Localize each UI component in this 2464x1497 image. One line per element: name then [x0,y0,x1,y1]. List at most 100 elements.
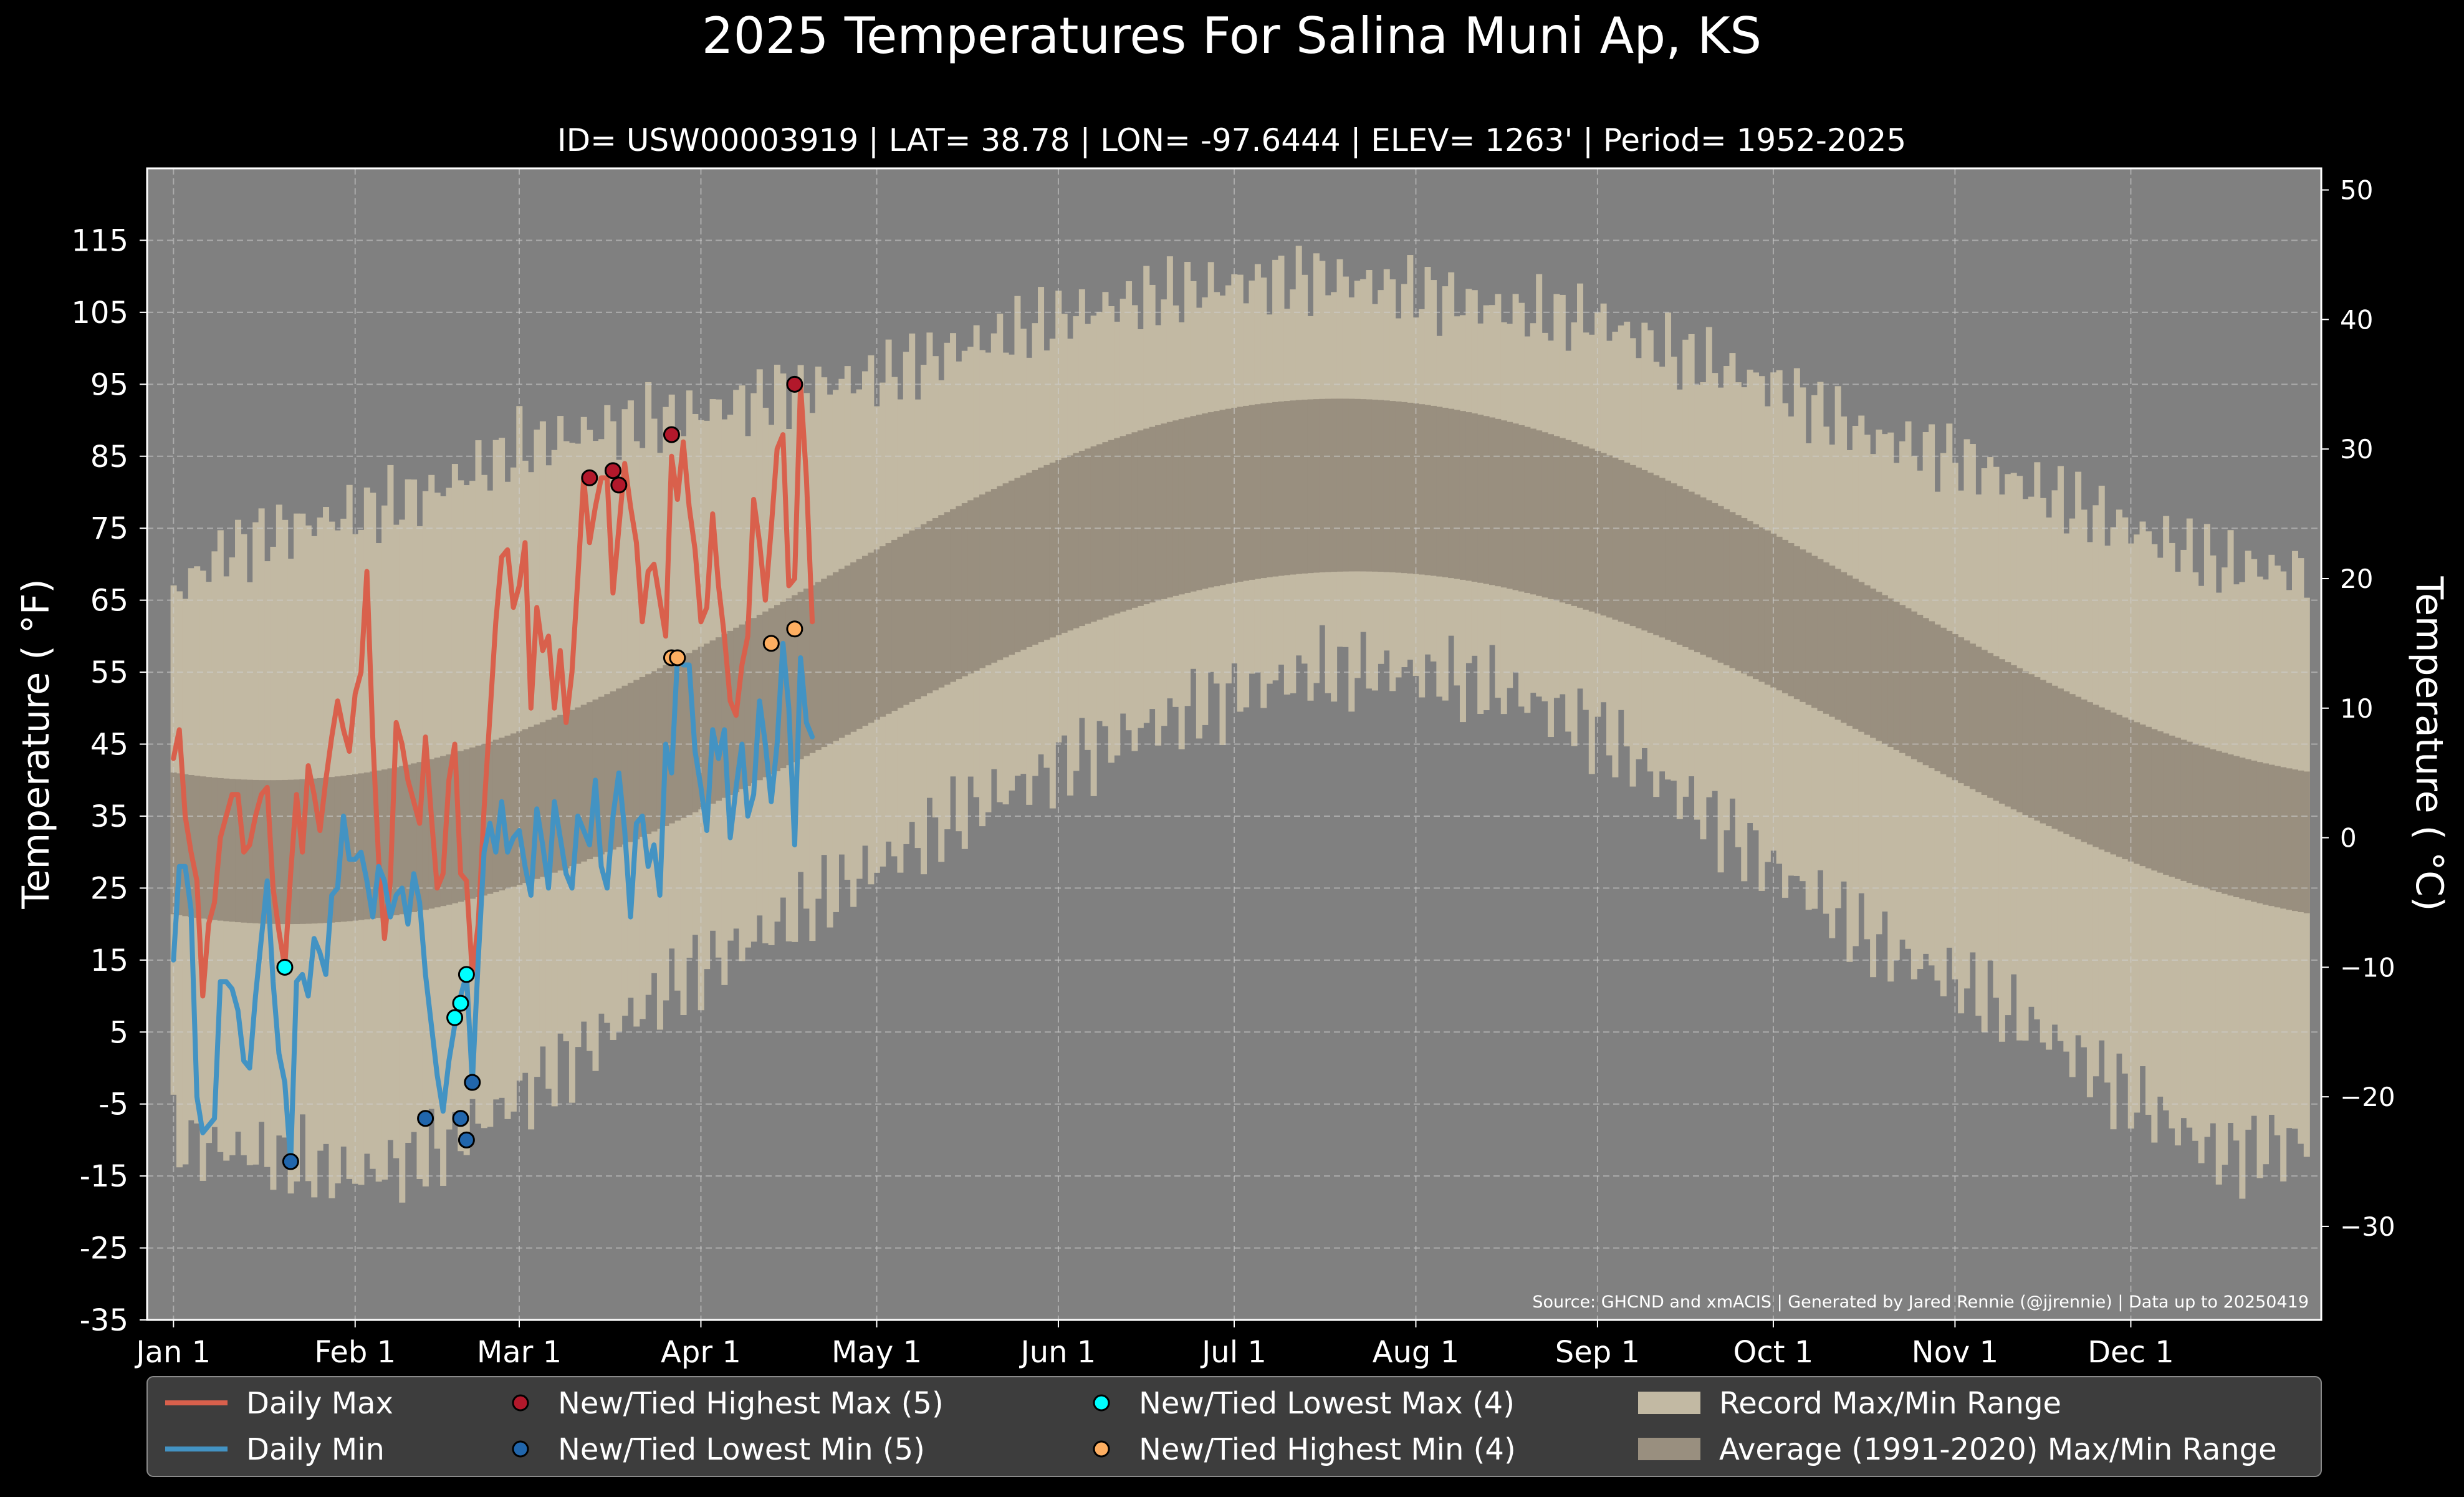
average-range-bar [194,776,201,918]
average-range-bar [1354,398,1361,572]
average-range-bar [2110,712,2117,855]
average-range-bar [2069,694,2076,837]
average-range-bar [2222,753,2228,894]
legend-patch-swatch [1638,1438,1700,1460]
legend-box [146,1376,2322,1477]
daily-max-line [171,382,815,999]
average-range-bar [1782,539,1789,693]
average-range-bar [756,615,763,781]
average-range-bar [1026,473,1033,647]
average-range-bar [575,707,582,864]
average-range-bar [1676,486,1683,645]
x-tick-label: May 1 [832,1335,922,1370]
average-range-bar [1430,405,1437,576]
average-range-bar [2203,747,2210,889]
average-range-bar [1887,598,1894,748]
average-range-bar [580,705,587,862]
average-range-bar [997,486,1004,660]
average-range-bar [363,772,370,920]
average-range-bar [422,760,429,910]
average-range-bar [1249,405,1255,580]
x-tick-label: Jun 1 [1019,1335,1096,1370]
daily-min-line [171,640,815,1164]
average-range-bar [2227,754,2234,896]
average-range-bar [1465,412,1472,581]
average-range-bar [909,530,916,702]
average-range-bar [1266,402,1273,577]
average-range-bar [2174,738,2181,879]
y-axis-label-fahrenheit: Temperature ( °F) [14,579,58,910]
average-range-bar [956,506,962,680]
average-range-bar [727,630,734,796]
average-range-bar [328,777,335,923]
average-range-bar [938,515,945,688]
average-range-bar [2010,665,2017,810]
average-range-bar [921,524,928,696]
average-range-bar [358,773,365,920]
source-note: Source: GHCND and xmACIS | Generated by … [1532,1292,2309,1312]
x-tick-label: Dec 1 [2088,1335,2174,1370]
y-tick-label: 85 [90,440,128,474]
average-range-bar [258,780,265,924]
y-tick-label: 105 [71,296,128,330]
average-range-bar [944,512,951,685]
average-range-bar [2215,751,2222,892]
average-range-bar [2134,722,2140,864]
average-range-bar [1524,426,1531,593]
average-range-bar [1723,509,1730,666]
average-range-bar [1137,430,1144,606]
average-range-bar [885,543,892,714]
average-range-bar [1196,415,1202,590]
average-range-bar [961,503,968,676]
average-range-bar [1536,430,1543,596]
x-tick-label: Mar 1 [477,1335,562,1370]
average-range-bar [1219,410,1226,585]
average-range-bar [674,659,681,821]
average-range-bar [744,621,751,786]
average-range-bar [252,779,259,923]
average-range-bar [534,724,540,879]
average-range-bar [1917,615,1924,763]
x-tick-label: Oct 1 [1733,1335,1814,1370]
average-range-bar [1207,412,1214,588]
average-range-bar [1495,418,1502,587]
average-range-bar [492,739,499,892]
legend-marker-swatch [512,1440,529,1458]
average-range-bar [1002,483,1009,658]
y-tick-label: 55 [90,655,128,690]
average-range-bar [2063,691,2070,834]
average-range-bar [610,691,616,850]
average-range-bar [1817,559,1824,711]
average-range-bar [182,774,189,917]
record-marker [669,649,686,667]
average-range-bar [1811,556,1818,708]
average-range-bar [1565,440,1572,605]
average-range-bar [2046,683,2053,826]
x-tick-label: Apr 1 [661,1335,741,1370]
y-tick-label: -35 [80,1303,128,1338]
average-range-bar [780,602,787,769]
average-range-bar [1378,400,1384,572]
average-range-bar [1899,605,1906,753]
average-range-bar [616,688,623,847]
x-tick-label: Feb 1 [314,1335,396,1370]
average-range-bar [873,549,880,720]
average-range-bar [528,726,535,881]
average-range-bar [1588,448,1595,612]
record-marker [604,462,621,479]
average-range-bar [1958,637,1965,784]
average-range-bar [809,585,816,753]
average-range-bar [1442,407,1449,577]
average-range-bar [2239,758,2246,899]
average-range-bar [774,605,780,771]
average-range-bar [522,729,529,883]
average-range-bar [926,521,933,693]
average-range-bar [656,668,663,829]
record-marker [663,426,680,443]
x-tick-label: Sep 1 [1555,1335,1640,1370]
average-range-bar [990,489,997,663]
x-tick-label: Jul 1 [1200,1335,1267,1370]
average-range-bar [1665,480,1672,640]
average-range-bar [1260,403,1267,579]
average-range-bar [1032,469,1038,645]
